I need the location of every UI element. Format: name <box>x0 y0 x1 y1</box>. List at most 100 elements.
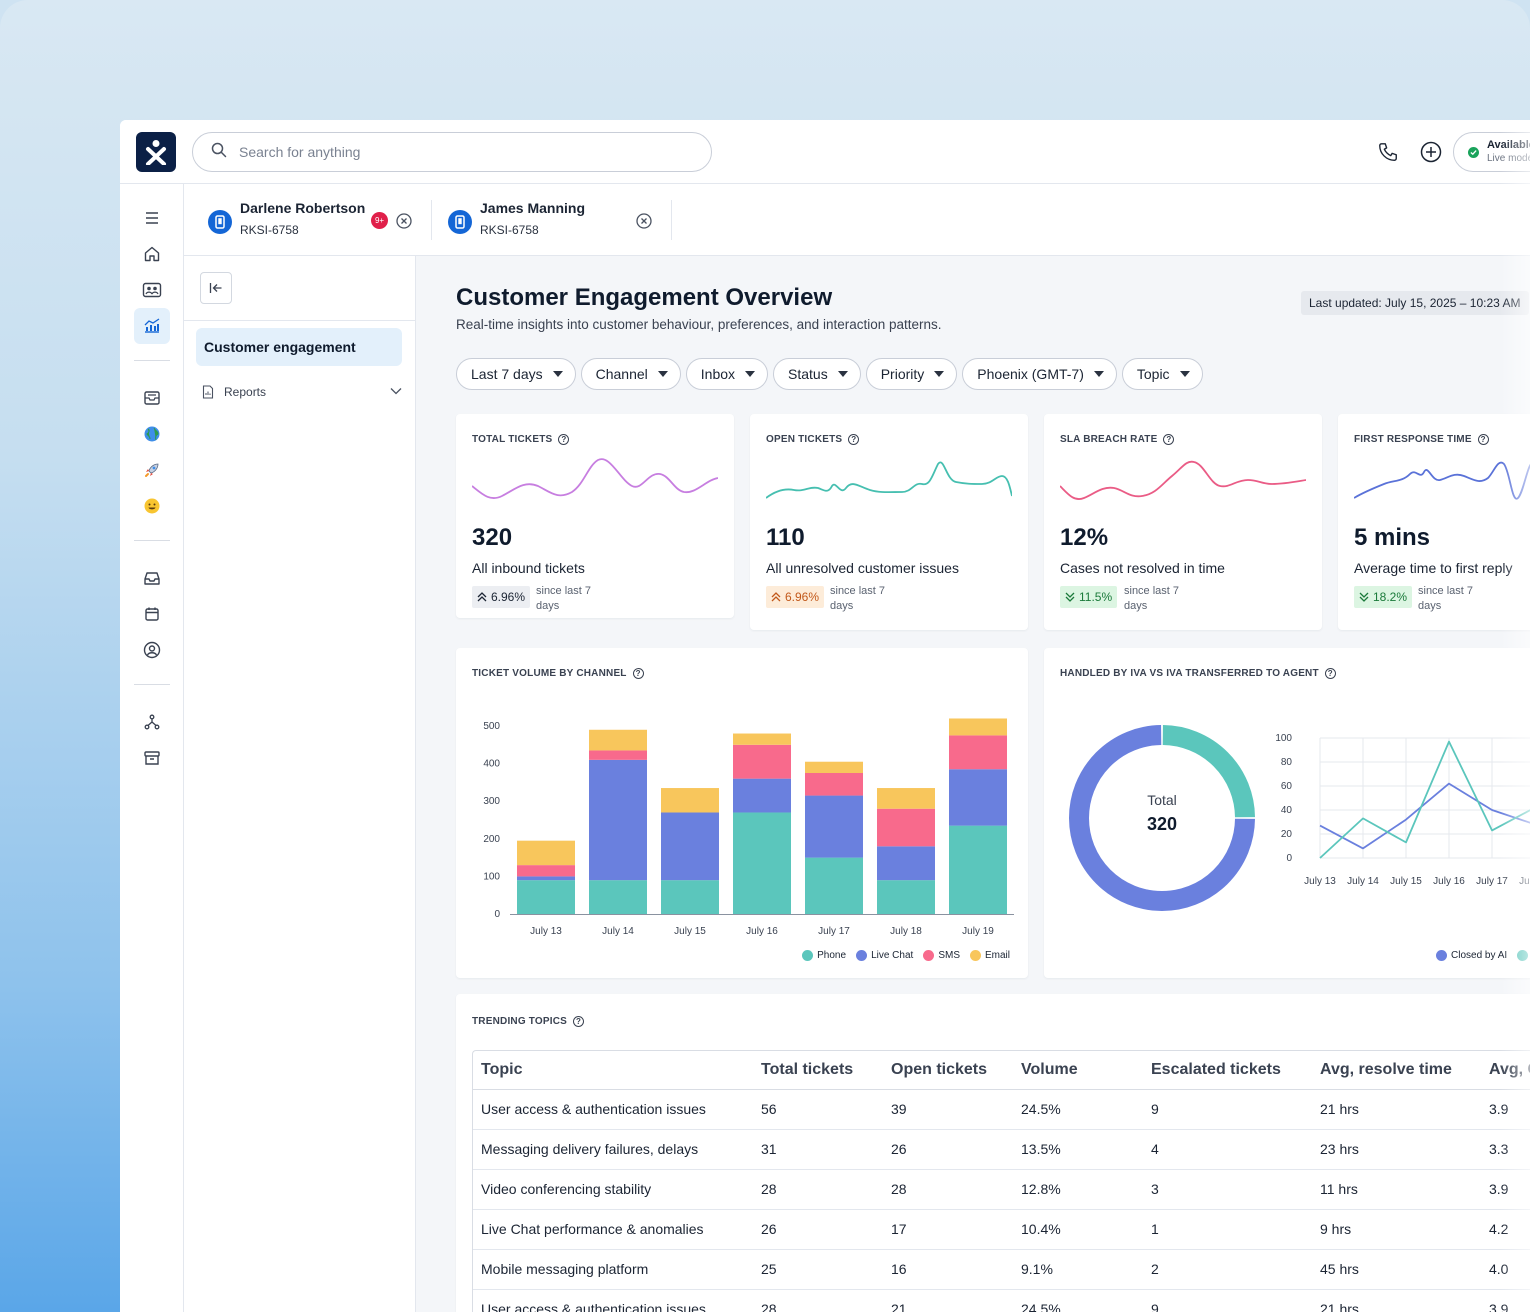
bar-segment-phone[interactable] <box>661 880 719 914</box>
bar-segment-phone[interactable] <box>949 825 1007 914</box>
search-bar[interactable] <box>192 132 712 172</box>
globe-icon[interactable] <box>134 416 170 452</box>
bar-segment-email[interactable] <box>949 718 1007 736</box>
table-row[interactable]: Live Chat performance & anomalies 26 17 10.… <box>473 1209 1530 1250</box>
status-mode: Live mode <box>1487 153 1530 164</box>
bar-segment-live-chat[interactable] <box>949 769 1007 826</box>
bar-segment-live-chat[interactable] <box>661 812 719 881</box>
calendar-icon[interactable] <box>134 596 170 632</box>
help-icon: ? <box>1324 668 1336 679</box>
chevron-down-icon[interactable] <box>390 384 402 398</box>
bar-segment-sms[interactable] <box>517 865 575 877</box>
close-icon[interactable] <box>635 212 653 230</box>
nav-reports[interactable]: Reports <box>202 380 402 404</box>
kpi-change: 11.5% <box>1060 586 1118 608</box>
legend-item-transferred <box>1517 950 1530 961</box>
workflow-icon[interactable] <box>134 704 170 740</box>
conversation-tab-james[interactable]: James Manning RKSI-6758 <box>448 200 658 240</box>
bar-segment-sms[interactable] <box>733 744 791 779</box>
table-row[interactable]: Video conferencing stability 28 28 12.8% 3 11… <box>473 1169 1530 1210</box>
kpi-card-sla-breach-rate: SLA BREACH RATE? 12% Cases not resolved … <box>1044 414 1322 630</box>
archive-icon[interactable] <box>134 740 170 776</box>
bar-segment-live-chat[interactable] <box>805 795 863 858</box>
help-icon: ? <box>848 434 860 445</box>
device-icon <box>208 210 232 234</box>
bar-segment-live-chat[interactable] <box>517 876 575 881</box>
sparkline-total-tickets <box>472 458 718 499</box>
y-tick-label: 20 <box>1281 829 1293 840</box>
bar-segment-phone[interactable] <box>805 857 863 914</box>
series-line[interactable] <box>1319 740 1530 859</box>
series-line[interactable] <box>1319 782 1530 850</box>
user-circle-icon[interactable] <box>134 632 170 668</box>
filter-date-range[interactable]: Last 7 days <box>456 358 576 390</box>
table-row[interactable]: Mobile messaging platform 25 16 9.1% 2 45 hrs… <box>473 1249 1530 1290</box>
bar-segment-email[interactable] <box>805 761 863 773</box>
column-header[interactable]: Open tickets <box>883 1051 1013 1090</box>
x-tick-label: July 15 <box>1390 876 1422 887</box>
table-cell: 9.1% <box>1013 1249 1143 1290</box>
smiley-icon[interactable] <box>134 488 170 524</box>
bar-segment-email[interactable] <box>877 788 935 809</box>
column-header[interactable]: Escalated tickets <box>1143 1051 1312 1090</box>
bar-segment-phone[interactable] <box>877 880 935 914</box>
bar-segment-email[interactable] <box>733 733 791 745</box>
bar-segment-email[interactable] <box>661 788 719 813</box>
bar-segment-phone[interactable] <box>733 812 791 914</box>
inbox-icon[interactable] <box>134 560 170 596</box>
bar-segment-sms[interactable] <box>949 735 1007 770</box>
table-cell: 9 <box>1143 1089 1312 1130</box>
column-header[interactable]: Volume <box>1013 1051 1143 1090</box>
donut-slice[interactable] <box>1162 725 1255 818</box>
collapse-sidebar-button[interactable] <box>200 272 232 304</box>
add-circle-icon[interactable] <box>1419 140 1443 164</box>
filter-status[interactable]: Status <box>773 358 861 390</box>
table-row[interactable]: User access & authentication issues 56 39 2… <box>473 1089 1530 1130</box>
conversation-tab-darlene[interactable]: Darlene Robertson RKSI-6758 9+ <box>208 200 418 240</box>
filter-channel[interactable]: Channel <box>580 358 681 390</box>
filter-timezone[interactable]: Phoenix (GMT-7) <box>962 358 1117 390</box>
bar-segment-live-chat[interactable] <box>589 759 647 881</box>
close-icon[interactable] <box>395 212 413 230</box>
column-header[interactable]: Avg, CSAT <box>1481 1051 1530 1090</box>
contacts-icon[interactable] <box>134 272 170 308</box>
bar-segment-sms[interactable] <box>877 808 935 847</box>
search-input[interactable] <box>239 144 679 160</box>
nav-customer-engagement[interactable]: Customer engagement <box>196 328 402 366</box>
table-row[interactable]: User access & authentication issues 28 21 2… <box>473 1289 1530 1312</box>
filter-topic[interactable]: Topic <box>1121 358 1203 390</box>
bar-chart-legend: Phone Live Chat SMS Email <box>802 950 1010 961</box>
kpi-change: 6.96% <box>766 586 825 608</box>
column-header[interactable]: Total tickets <box>753 1051 883 1090</box>
secondary-nav: Customer engagement Reports <box>184 256 416 1312</box>
collapse-left-icon <box>209 283 222 293</box>
phone-icon[interactable] <box>1376 140 1400 164</box>
table-row[interactable]: Messaging delivery failures, delays 31 26 1… <box>473 1129 1530 1170</box>
rocket-icon[interactable] <box>134 452 170 488</box>
kpi-value: 320 <box>472 524 513 551</box>
bar-segment-email[interactable] <box>589 729 647 751</box>
table-cell: Mobile messaging platform <box>473 1249 753 1290</box>
bar-segment-email[interactable] <box>517 840 575 866</box>
app-logo[interactable] <box>136 132 176 172</box>
bar-segment-phone[interactable] <box>517 880 575 914</box>
menu-icon[interactable] <box>134 200 170 236</box>
analytics-icon[interactable] <box>134 308 170 344</box>
bar-segment-sms[interactable] <box>805 773 863 796</box>
home-icon[interactable] <box>134 236 170 272</box>
bar-segment-live-chat[interactable] <box>877 846 935 881</box>
donut-slice[interactable] <box>1069 725 1255 911</box>
x-tick-label: July 18 <box>1519 876 1530 887</box>
inbox-stack-icon[interactable] <box>134 380 170 416</box>
bar-segment-live-chat[interactable] <box>733 778 791 813</box>
x-tick-label: July 15 <box>674 926 706 937</box>
column-header[interactable]: Topic <box>473 1051 753 1090</box>
bar-segment-sms[interactable] <box>589 750 647 760</box>
availability-status[interactable]: Available Live mode <box>1453 132 1530 172</box>
y-tick-label: 500 <box>483 721 500 732</box>
filter-inbox[interactable]: Inbox <box>685 358 769 390</box>
filter-priority[interactable]: Priority <box>865 358 958 390</box>
column-header[interactable]: Avg, resolve time <box>1312 1051 1481 1090</box>
bar-segment-phone[interactable] <box>589 880 647 914</box>
table-cell: 9 <box>1143 1289 1312 1312</box>
